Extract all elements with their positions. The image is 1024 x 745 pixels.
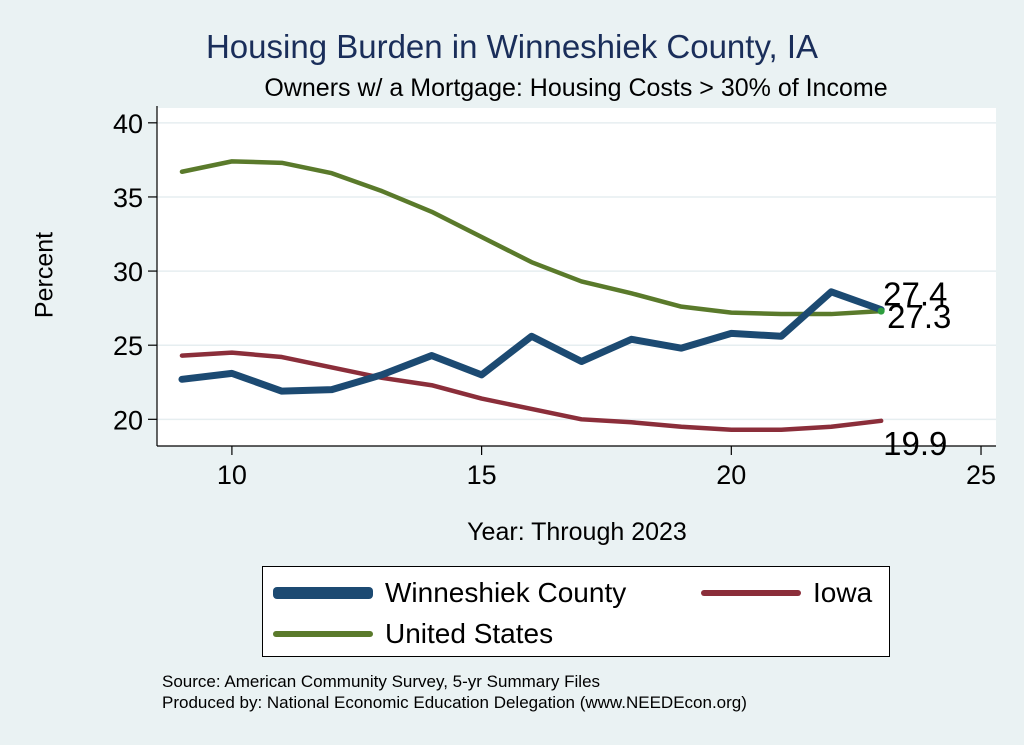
y-tick-label-40: 40 — [113, 109, 143, 139]
series-line-iowa — [179, 350, 884, 432]
legend-item-iowa: Iowa — [701, 577, 872, 609]
chart-subtitle: Owners w/ a Mortgage: Housing Costs > 30… — [264, 74, 888, 102]
legend-item-winneshiek: Winneshiek County — [273, 577, 626, 609]
y-tick-label-20: 20 — [113, 405, 143, 435]
series-line-united-states — [179, 159, 884, 317]
end-label-iowa: 19.9 — [883, 425, 947, 462]
source-line: Source: American Community Survey, 5-yr … — [162, 672, 601, 691]
y-tick-label-25: 25 — [113, 331, 143, 361]
chart-title: Housing Burden in Winneshiek County, IA — [205, 28, 819, 65]
legend-item-united-states: United States — [273, 618, 553, 650]
end-label-winneshiek-county: 27.4 — [883, 276, 947, 313]
legend-swatch-united-states — [273, 631, 373, 637]
producer-line: Produced by: National Economic Education… — [162, 693, 747, 712]
legend-label-iowa: Iowa — [813, 577, 873, 608]
y-tick-label-30: 30 — [113, 257, 143, 287]
plot-area — [157, 108, 996, 446]
x-axis-label: Year: Through 2023 — [467, 518, 687, 546]
x-tick-label-20: 20 — [716, 460, 746, 490]
legend-swatch-iowa — [701, 590, 801, 596]
y-tick-label-35: 35 — [113, 183, 143, 213]
x-tick-label-25: 25 — [966, 460, 996, 490]
x-tick-label-10: 10 — [217, 460, 247, 490]
source-note: Source: American Community Survey, 5-yr … — [162, 671, 747, 713]
legend-label-united-states: United States — [385, 618, 554, 649]
legend: Winneshiek County Iowa United States — [262, 566, 890, 657]
end-label-united-states: 27.3 — [887, 298, 951, 335]
end-marker-united-states — [877, 307, 885, 315]
legend-label-winneshiek: Winneshiek County — [385, 577, 627, 608]
x-tick-label-15: 15 — [467, 460, 497, 490]
legend-swatch-winneshiek — [273, 587, 373, 599]
series-line-winneshiek-county — [178, 288, 885, 395]
